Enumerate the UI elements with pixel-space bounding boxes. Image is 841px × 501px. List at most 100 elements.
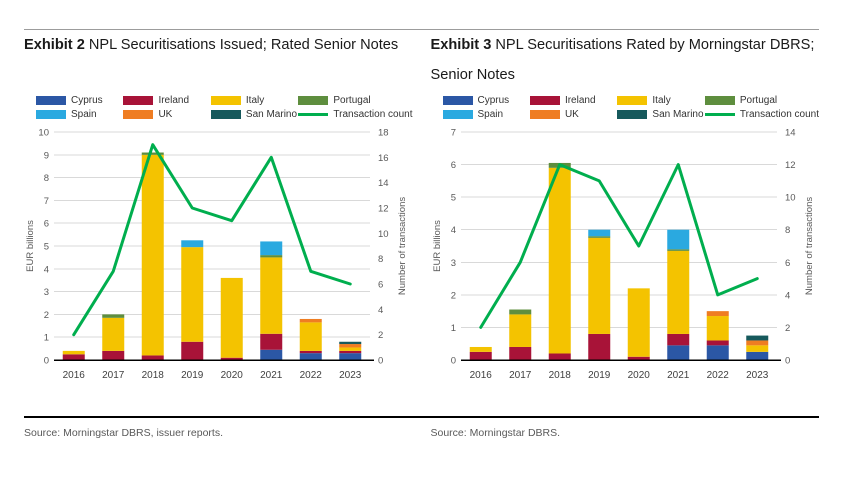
- y-axis-left-tick: 5: [450, 193, 455, 204]
- y-axis-right-tick: 8: [785, 225, 790, 236]
- x-axis-label: 2016: [469, 370, 492, 381]
- y-axis-left-tick: 3: [44, 287, 49, 298]
- y-axis-left-tick: 8: [44, 173, 49, 184]
- x-axis-label: 2018: [142, 370, 165, 381]
- x-axis-label: 2016: [63, 370, 86, 381]
- y-axis-left-tick: 2: [44, 310, 49, 321]
- exhibit-2-title-text: NPL Securitisations Issued; Rated Senior…: [88, 37, 399, 53]
- y-axis-right-tick: 0: [378, 356, 383, 367]
- bar-segment-ireland: [469, 351, 492, 360]
- legend-label: Ireland: [564, 95, 596, 106]
- bar-segment-italy: [706, 316, 729, 341]
- y-axis-left-tick: 2: [450, 290, 455, 301]
- y-axis-left-tick: 4: [44, 264, 49, 275]
- exhibit-2-section: Exhibit 2 NPL Securitisations Issued; Ra…: [24, 30, 413, 388]
- transaction-count-swatch-icon: [704, 113, 735, 116]
- y-axis-right-tick: 12: [378, 204, 389, 215]
- cyprus-swatch-icon: [442, 96, 473, 105]
- legend-label: Portugal: [739, 95, 778, 106]
- bar-segment-ireland: [181, 341, 204, 360]
- legend-label: San Marino: [652, 109, 704, 120]
- legend-item-uk: UK: [123, 109, 210, 120]
- bar-segment-italy: [508, 314, 531, 347]
- legend-item-italy: Italy: [210, 95, 298, 106]
- x-axis-label: 2018: [548, 370, 571, 381]
- y-axis-right-tick: 8: [378, 254, 383, 265]
- exhibit-3-legend: Cyprus Ireland Italy Portugal Spain UK San Mar…: [442, 95, 819, 120]
- bar-segment-italy: [260, 257, 283, 334]
- report-page: Exhibit 2 NPL Securitisations Issued; Ra…: [0, 29, 841, 439]
- bar-segment-cyprus: [706, 345, 729, 360]
- cyprus-swatch-icon: [36, 96, 66, 105]
- bar-segment-italy: [666, 250, 689, 334]
- bar-segment-italy: [587, 237, 610, 334]
- exhibit-2-title: Exhibit 2 NPL Securitisations Issued; Ra…: [24, 31, 413, 95]
- y-axis-left-tick: 7: [44, 196, 49, 207]
- bar-segment-ireland: [548, 353, 571, 360]
- y-axis-right-tick: 2: [378, 330, 383, 341]
- x-axis-label: 2022: [300, 370, 323, 381]
- bar-segment-ireland: [587, 333, 610, 360]
- y-axis-right-title: Number of transactions: [397, 197, 408, 295]
- ireland-swatch-icon: [123, 96, 154, 105]
- legend-item-cyprus: Cyprus: [442, 95, 530, 106]
- bar-segment-ireland: [627, 356, 650, 360]
- y-axis-left-tick: 6: [44, 219, 49, 230]
- y-axis-left-tick: 4: [450, 225, 455, 236]
- legend-item-spain: Spain: [36, 109, 123, 120]
- charts-row: Exhibit 2 NPL Securitisations Issued; Ra…: [24, 30, 819, 388]
- legend-label: Spain: [477, 109, 504, 120]
- y-axis-right-tick: 18: [378, 128, 389, 139]
- bar-segment-italy: [181, 247, 204, 342]
- bar-segment-spain: [666, 229, 689, 250]
- portugal-swatch-icon: [704, 96, 735, 105]
- bottom-divider: [24, 416, 819, 418]
- bar-segment-uk: [299, 318, 322, 323]
- exhibit-2-label: Exhibit 2: [24, 37, 85, 53]
- legend-item-ireland: Ireland: [529, 95, 617, 106]
- legend-label: Cyprus: [477, 95, 510, 106]
- bar-segment-italy: [102, 317, 125, 351]
- y-axis-left-tick: 3: [450, 258, 455, 269]
- san-marino-swatch-icon: [210, 110, 241, 119]
- transaction-count-swatch-icon: [298, 113, 329, 116]
- bar-segment-ireland: [299, 350, 322, 354]
- ireland-swatch-icon: [529, 96, 560, 105]
- bar-segment-portugal: [508, 309, 531, 315]
- legend-label: Italy: [245, 95, 265, 106]
- legend-item-portugal: Portugal: [704, 95, 819, 106]
- y-axis-right-tick: 10: [785, 193, 796, 204]
- bar-segment-portugal: [102, 314, 125, 318]
- legend-item-portugal: Portugal: [298, 95, 412, 106]
- y-axis-right-tick: 6: [378, 280, 383, 291]
- bar-segment-ireland: [220, 357, 243, 360]
- y-axis-left-title: EUR billions: [25, 220, 36, 272]
- y-axis-right-tick: 16: [378, 153, 389, 164]
- y-axis-left-title: EUR billions: [432, 220, 443, 272]
- bar-segment-uk: [339, 344, 362, 348]
- legend-label: Italy: [652, 95, 671, 106]
- legend-item-transaction-count: Transaction count: [704, 109, 819, 120]
- transaction-count-line: [478, 163, 759, 329]
- legend-label: Spain: [71, 109, 97, 120]
- bar-segment-portugal: [141, 152, 164, 155]
- bar-segment-cyprus: [260, 349, 283, 360]
- sources-row: Source: Morningstar DBRS, issuer reports…: [24, 418, 819, 439]
- y-axis-right-tick: 6: [785, 258, 790, 269]
- italy-swatch-icon: [617, 96, 648, 105]
- bar-segment-spain: [587, 229, 610, 237]
- bar-segment-italy: [745, 345, 768, 352]
- bar-segment-italy: [299, 322, 322, 351]
- bar-segment-ireland: [102, 350, 125, 360]
- bar-segment-spain: [181, 240, 204, 248]
- bar-segment-italy: [220, 277, 243, 358]
- legend-label: Cyprus: [71, 95, 103, 106]
- bar-segment-portugal: [666, 249, 689, 251]
- exhibit-2-source: Source: Morningstar DBRS, issuer reports…: [24, 427, 223, 439]
- y-axis-right-tick: 12: [785, 160, 796, 171]
- exhibit-3-title-text: NPL Securitisations Rated by Morningstar…: [430, 37, 815, 83]
- x-axis-label: 2023: [746, 370, 769, 381]
- legend-item-italy: Italy: [617, 95, 704, 106]
